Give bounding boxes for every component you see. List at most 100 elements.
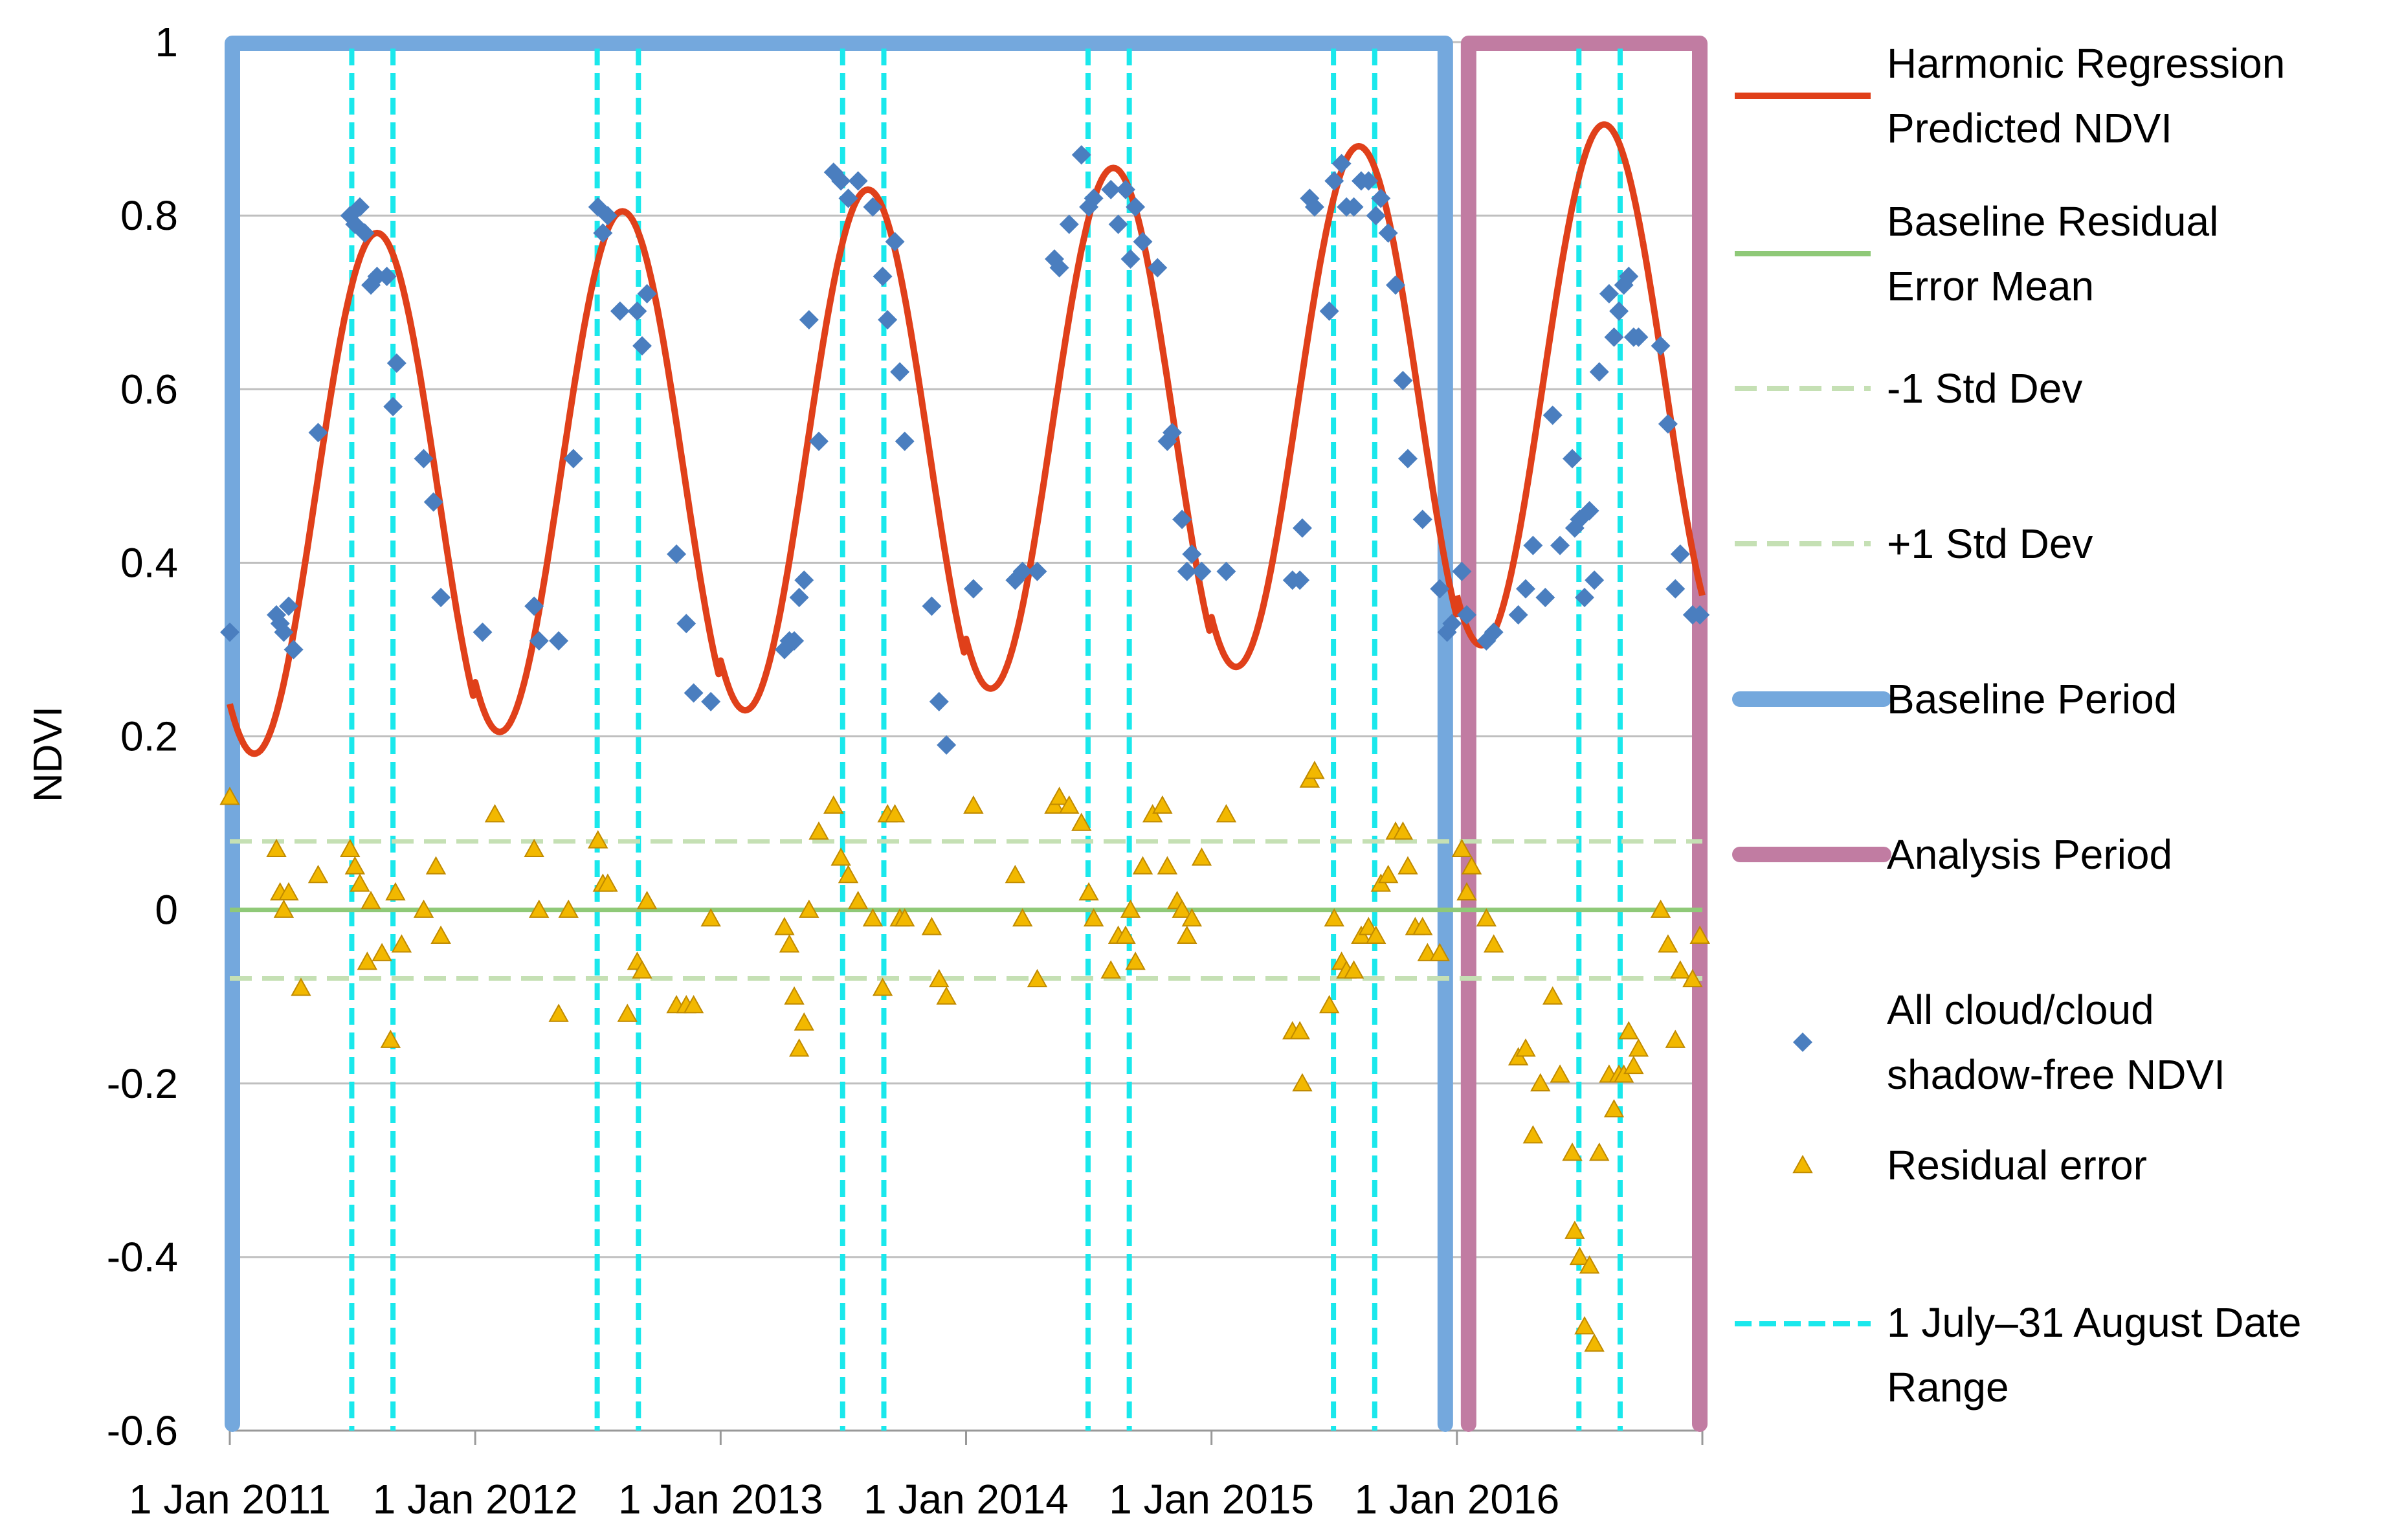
- residual-point: [872, 977, 893, 996]
- ndvi-point: [423, 492, 443, 512]
- residual-point: [219, 787, 240, 805]
- ndvi-point: [1563, 449, 1583, 469]
- ndvi-point: [684, 683, 704, 703]
- residual-point: [794, 1012, 814, 1031]
- residual-point: [597, 873, 618, 892]
- legend-text-line: Analysis Period: [1887, 831, 2172, 878]
- residual-point: [1319, 995, 1340, 1014]
- legend-residual-points: Residual error: [1887, 1142, 2147, 1188]
- ndvi-point: [1589, 362, 1609, 382]
- residual-point: [1579, 1255, 1600, 1274]
- residual-point: [1650, 899, 1671, 918]
- legend-text-line: Range: [1887, 1364, 2009, 1411]
- ndvi-point: [1516, 579, 1535, 599]
- ndvi-point: [1012, 561, 1032, 581]
- ndvi-point: [597, 206, 618, 226]
- ndvi-point: [1319, 301, 1339, 321]
- y-tick-label: 0: [155, 887, 178, 933]
- period-frame: [225, 36, 1453, 1432]
- ndvi-point: [1292, 518, 1312, 538]
- residual-point: [484, 804, 506, 823]
- ndvi-point: [1542, 405, 1563, 425]
- y-tick-label: -0.2: [107, 1060, 178, 1107]
- residual-point: [1550, 1064, 1570, 1083]
- ndvi-point: [1670, 544, 1690, 564]
- legend-text-line: +1 Std Dev: [1887, 520, 2093, 567]
- residual-point: [340, 838, 361, 857]
- residual-point: [1417, 943, 1438, 961]
- residual-point: [823, 795, 844, 814]
- legend-text-line: Harmonic Regression: [1887, 40, 2285, 87]
- residual-point: [1115, 925, 1136, 944]
- residual-point: [1083, 908, 1104, 927]
- ndvi-point: [1523, 535, 1543, 555]
- ndvi-point: [1108, 214, 1128, 234]
- x-tick-label: 1 Jan 2015: [1109, 1476, 1314, 1523]
- residual-point: [430, 925, 451, 944]
- residual-point: [1059, 795, 1080, 814]
- ndvi-point: [1386, 275, 1406, 295]
- ndvi-point: [1101, 179, 1121, 199]
- ndvi-point: [274, 622, 294, 642]
- residual-point: [799, 899, 819, 918]
- x-tick-label: 1 Jan 2014: [863, 1476, 1069, 1523]
- residual-point: [425, 856, 447, 875]
- residual-point: [788, 1038, 810, 1057]
- residual-point: [1049, 787, 1070, 805]
- ndvi-point: [1457, 605, 1476, 625]
- ndvi-point: [1398, 449, 1418, 469]
- residual-point: [1530, 1073, 1551, 1091]
- ndvi-point: [1609, 301, 1629, 321]
- ndvi-point: [529, 631, 549, 651]
- ndvi-point: [1665, 579, 1686, 599]
- residual-point: [774, 917, 795, 935]
- ndvi-point: [890, 362, 910, 382]
- residual-point: [862, 908, 884, 927]
- residual-point: [1564, 1220, 1585, 1239]
- legend-analysis-period: Analysis Period: [1887, 831, 2172, 878]
- y-tick-label: -0.4: [107, 1234, 178, 1280]
- residual-point: [1515, 1038, 1536, 1057]
- residual-point: [413, 899, 434, 918]
- residual-point: [1152, 795, 1173, 814]
- residual-point: [278, 882, 299, 901]
- residual-point: [1358, 917, 1379, 935]
- ndvi-point: [848, 171, 868, 191]
- ndvi-point: [1359, 171, 1379, 191]
- ndvi-point: [838, 188, 858, 208]
- residual-point: [1377, 864, 1399, 884]
- residual-point: [1665, 1029, 1686, 1048]
- ndvi-point: [1619, 266, 1639, 286]
- residual-point: [700, 908, 721, 927]
- ndvi-point: [1550, 535, 1570, 555]
- ndvi-point: [1604, 327, 1624, 347]
- residual-point: [1392, 821, 1414, 840]
- reference-lines-layer: [230, 839, 1702, 981]
- ndvi-point: [1658, 414, 1678, 434]
- residual-point: [1689, 925, 1710, 944]
- ndvi-point: [701, 691, 721, 711]
- residual-point: [1216, 804, 1237, 823]
- grid-layer: [230, 41, 1702, 1432]
- ndvi-point: [279, 596, 298, 616]
- ndvi-point: [1599, 284, 1619, 304]
- period-frame: [1460, 36, 1708, 1432]
- ndvi-point: [414, 449, 434, 469]
- ndvi-point: [885, 232, 905, 252]
- legend-plus-std: +1 Std Dev: [1887, 520, 2093, 567]
- residual-point: [1078, 882, 1099, 901]
- ndvi-point: [1535, 588, 1555, 607]
- residual-point: [291, 977, 311, 996]
- ndvi-point: [831, 171, 851, 191]
- residual-point: [344, 856, 366, 875]
- ndvi-point: [878, 310, 898, 329]
- y-tick-label: 0.4: [120, 539, 178, 586]
- ndvi-point: [1163, 423, 1182, 443]
- residual-point: [558, 899, 579, 918]
- ndvi-point: [1378, 223, 1398, 243]
- ndvi-point: [1172, 509, 1192, 530]
- residual-point: [1172, 899, 1192, 918]
- y-tick-label: 0.6: [120, 366, 178, 412]
- residual-point: [921, 917, 942, 935]
- residual-point: [380, 1029, 401, 1048]
